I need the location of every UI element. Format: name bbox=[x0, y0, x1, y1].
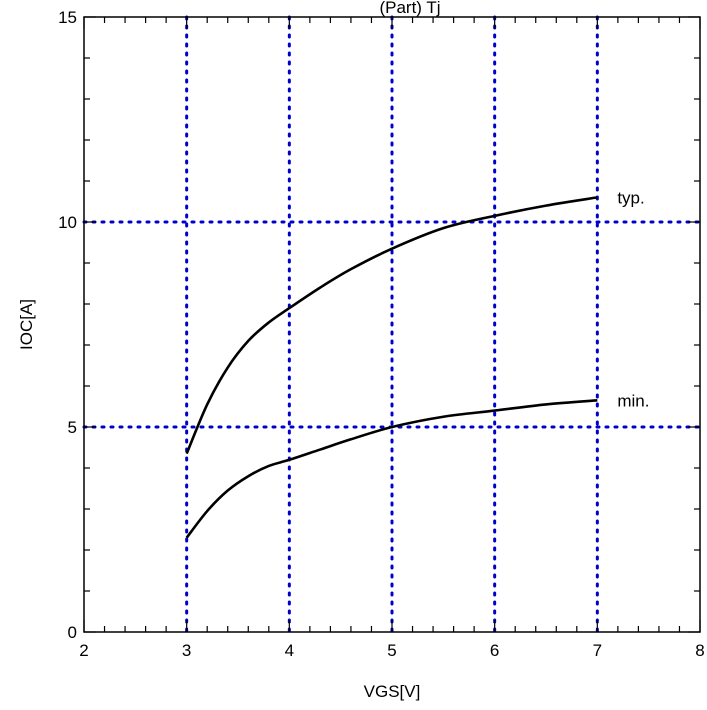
y-axis-label: IOC[A] bbox=[17, 299, 36, 350]
y-tick-label: 10 bbox=[58, 213, 77, 232]
x-tick-label: 4 bbox=[285, 641, 294, 660]
x-tick-label: 2 bbox=[79, 641, 88, 660]
y-tick-label: 0 bbox=[68, 623, 77, 642]
plot-area-frame bbox=[83, 16, 701, 633]
y-tick-label: 5 bbox=[68, 418, 77, 437]
series-line-typ bbox=[185, 196, 598, 455]
x-tick-label: 3 bbox=[182, 641, 191, 660]
tick-labels: 2 3 4 5 6 7 8 0 5 10 15 bbox=[58, 8, 705, 660]
x-tick-label: 8 bbox=[695, 641, 704, 660]
series-label-min: min. bbox=[617, 391, 649, 410]
series-lines: typ. min. bbox=[185, 188, 649, 539]
series-label-typ: typ. bbox=[617, 188, 644, 207]
y-tick-label: 15 bbox=[58, 8, 77, 27]
x-axis-label: VGS[V] bbox=[364, 682, 421, 701]
x-tick-label: 7 bbox=[593, 641, 602, 660]
x-tick-label: 5 bbox=[387, 641, 396, 660]
x-tick-label: 6 bbox=[490, 641, 499, 660]
grid-lines bbox=[82, 15, 702, 634]
series-line-min bbox=[185, 399, 598, 539]
chart-title: (Part) Tj bbox=[379, 0, 440, 17]
axis-ticks bbox=[83, 16, 701, 633]
